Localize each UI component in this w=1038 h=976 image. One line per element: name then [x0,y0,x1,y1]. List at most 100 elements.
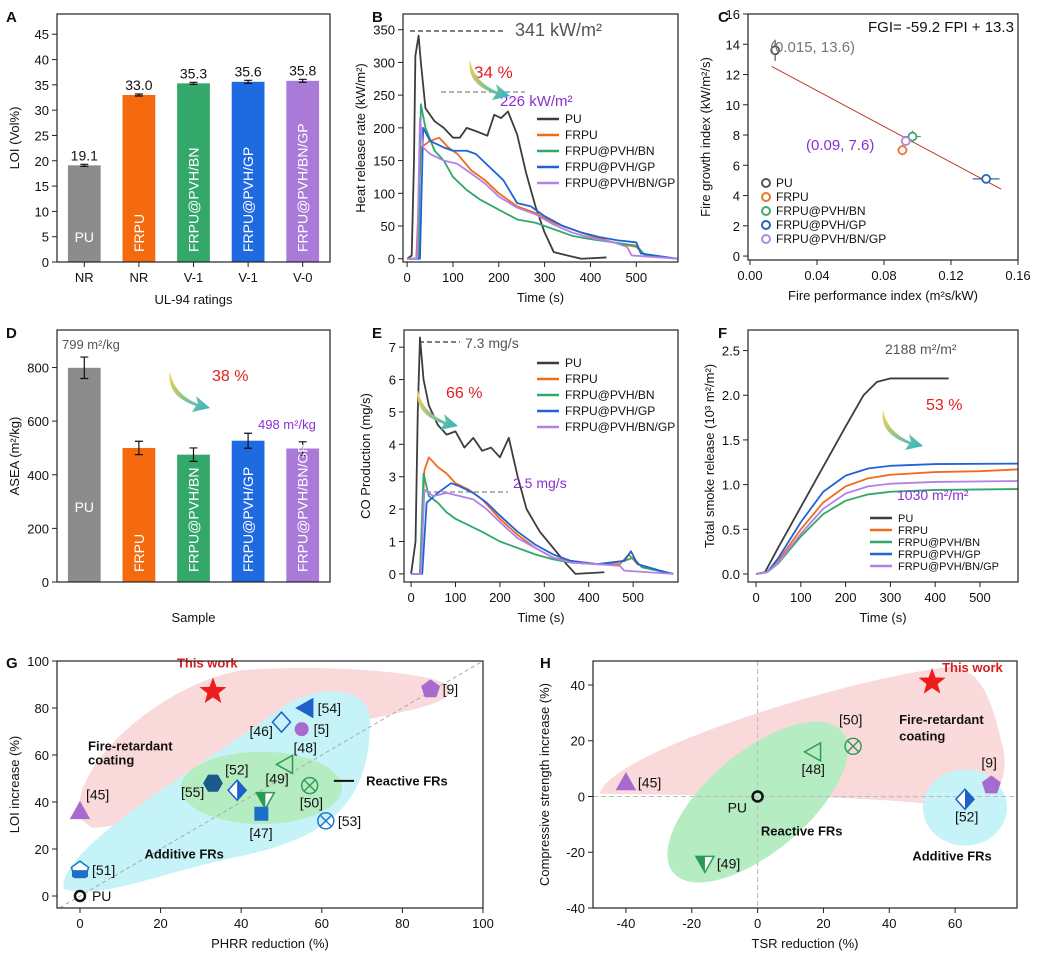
x-tick-label: V-0 [293,270,313,285]
bar-name-label: FRPU [131,534,147,572]
error-bar [298,78,307,83]
bar [286,448,320,582]
y-tick-label: 10 [35,204,49,219]
x-tick-label: 400 [580,270,602,285]
series-line [755,480,1019,575]
y-tick-label: 0 [733,249,740,264]
y-tick-label: 2.5 [722,344,740,359]
x-tick-label: 200 [489,590,511,605]
data-point-marker [203,774,223,792]
point-label: [45] [86,786,109,802]
annotation-label: (0.015, 13.6) [770,39,855,56]
point-label: [49] [717,855,740,871]
bar-name-label: PU [75,229,94,245]
series-line [755,462,1019,575]
y-tick-label: 20 [35,154,49,169]
data-point [981,174,992,184]
data-point [897,145,908,156]
point-label: [49] [265,771,288,787]
x-tick-label: 0.16 [1005,268,1030,283]
legend-label: FRPU [776,190,809,204]
y-axis-label: Heat release rate (kW/m²) [353,63,368,213]
y-tick-label: 400 [27,468,49,483]
region-label-line2: coating [899,729,945,744]
data-point-marker [199,677,227,704]
legend-label: FRPU [565,128,598,142]
legend-label: FRPU@PVH/BN [565,144,655,158]
series-line [411,488,674,575]
y-tick-label: 0 [42,255,49,270]
error-bar [134,440,143,456]
annotation-label: (0.09, 7.6) [806,137,874,154]
legend-label: PU [565,112,582,126]
region-label: Reactive FRs [761,824,843,839]
y-tick-label: 2 [733,219,740,234]
data-point-marker [319,814,333,828]
point-label: [51] [92,862,115,878]
y-tick-label: 600 [27,414,49,429]
point-label: [48] [294,739,317,755]
data-point-marker [615,772,637,791]
x-tick-label: 100 [442,270,464,285]
y-tick-label: 14 [726,37,740,52]
data-point-marker [237,780,247,801]
x-tick-label: 80 [395,916,409,931]
bar-name-label: FRPU@PVH/BN [186,148,202,252]
data-point [907,131,918,142]
bar-name-label: FRPU@PVH/BN [186,468,202,572]
x-axis-label: PHRR reduction (%) [211,936,329,951]
y-tick-label: 2 [389,502,396,517]
y-tick-label: 15 [35,179,49,194]
data-point-marker [844,737,862,756]
point-label: [46] [249,723,272,739]
x-tick-label: 0.08 [871,268,896,283]
bar-name-label: FRPU@PVH/BN/GP [295,123,311,252]
reduction-arrow-icon [882,410,923,450]
x-tick-label: 400 [578,590,600,605]
point-label: [50] [300,795,323,811]
x-axis-label: Time (s) [517,610,564,625]
annotation-label: 341 kW/m² [515,20,602,40]
x-tick-label: 60 [948,916,962,931]
x-tick-label: 40 [882,916,896,931]
x-tick-label: 300 [880,590,902,605]
y-tick-label: 60 [35,748,49,763]
bar-name-label: FRPU@PVH/GP [240,147,256,252]
y-axis-label: ASEA (m²/kg) [7,417,22,496]
annotation-label: 226 kW/m² [500,93,573,110]
x-tick-label: 0 [752,590,759,605]
y-tick-label: 30 [35,103,49,118]
y-tick-label: 1.0 [722,478,740,493]
bar-value-label: 19.1 [71,147,98,163]
error-bar [80,163,89,167]
legend-label: FRPU@PVH/BN [776,204,866,218]
legend-label: FRPU@PVH/BN [565,388,655,402]
annotation-label: 2188 m²/m² [885,341,957,357]
legend-marker [761,206,771,216]
annotation-label: 34 % [474,63,513,82]
bar [67,367,101,582]
data-point-marker [421,679,441,698]
region-label: Reactive FRs [366,774,448,789]
x-tick-label: 20 [816,916,830,931]
legend-label: FRPU@PVH/GP [565,404,655,418]
bar [177,83,210,262]
data-point-marker [294,722,309,737]
y-tick-label: 25 [35,128,49,143]
point-label: [50] [839,711,862,727]
x-tick-label: NR [75,270,94,285]
data-point-marker [751,790,764,803]
x-tick-label: 200 [835,590,857,605]
panel-B: B PU FRPU FRPU@PVH/BN FRPU@PVH/GP FRPU@PVH/BN… [353,9,679,305]
annotation-label: 7.3 mg/s [465,335,519,351]
error-bar [244,79,253,84]
x-tick-label: 100 [472,916,494,931]
legend-label: FRPU@PVH/BN [898,537,980,549]
plot-frame [747,13,1019,261]
plot-frame [56,660,484,909]
data-point-marker [69,800,91,820]
panel-letter: F [718,325,727,342]
bar-name-label: FRPU@PVH/GP [240,467,256,572]
data-point [900,136,911,146]
x-tick-label: NR [130,270,149,285]
